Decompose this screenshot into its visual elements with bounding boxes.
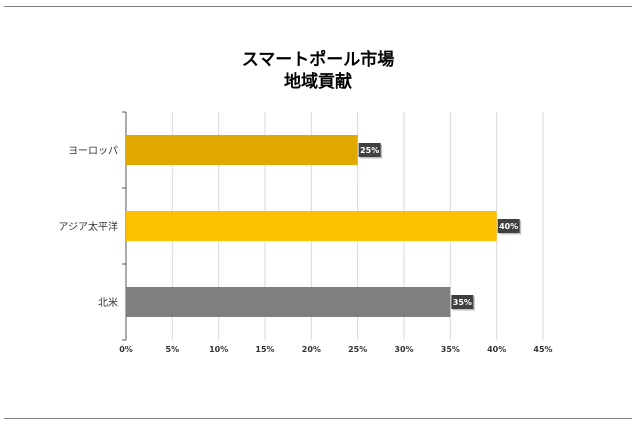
x-tick-label: 15%: [255, 345, 274, 354]
data-label-box: [497, 219, 520, 233]
chart-title: スマートポール市場: [241, 50, 395, 70]
x-tick-label: 30%: [394, 345, 413, 354]
x-tick-label: 25%: [348, 345, 367, 354]
category-label: ヨーロッパ: [68, 145, 118, 157]
chart-subtitle: 地域貢献: [284, 72, 352, 92]
x-tick-label: 20%: [302, 345, 321, 354]
data-label: 40%: [499, 222, 518, 231]
x-tick-label: 10%: [209, 345, 228, 354]
axes: [122, 111, 127, 341]
category-label: 北米: [98, 296, 118, 309]
data-label: 35%: [453, 298, 472, 307]
x-tick-label: 5%: [166, 345, 180, 354]
bars: [126, 135, 497, 317]
data-label-box: [358, 143, 381, 157]
bar: [126, 287, 451, 317]
x-tick-label: 0%: [119, 345, 133, 354]
x-tick-label: 35%: [441, 345, 460, 354]
top-divider: [4, 6, 632, 7]
x-tick-label: 45%: [533, 345, 552, 354]
bar: [126, 135, 358, 165]
data-label: 25%: [360, 146, 379, 155]
data-labels: 25% 40% 35%: [358, 143, 522, 311]
x-tick-label: 40%: [487, 345, 506, 354]
category-label: アジア太平洋: [58, 220, 118, 233]
x-tick-labels: 0% 5% 10% 15% 20% 25% 30% 35% 40% 45%: [119, 345, 552, 354]
bottom-divider: [4, 418, 632, 419]
data-label-box: [451, 295, 474, 309]
bar: [126, 211, 497, 241]
